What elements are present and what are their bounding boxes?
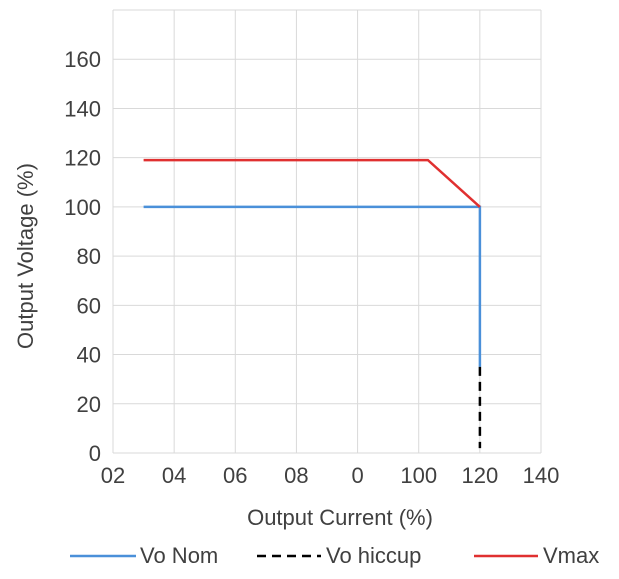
x-tick-label: 140 bbox=[523, 463, 560, 488]
legend-label-vmax: Vmax bbox=[543, 543, 599, 568]
y-tick-label: 20 bbox=[77, 392, 101, 417]
x-tick-label: 08 bbox=[284, 463, 308, 488]
legend-label-vo-hiccup: Vo hiccup bbox=[326, 543, 421, 568]
y-tick-label: 100 bbox=[64, 195, 101, 220]
x-tick-label: 04 bbox=[162, 463, 186, 488]
x-tick-label: 100 bbox=[400, 463, 437, 488]
y-axis-title: Output Voltage (%) bbox=[13, 163, 38, 349]
x-tick-label: 0 bbox=[351, 463, 363, 488]
y-tick-label: 80 bbox=[77, 244, 101, 269]
x-tick-label: 06 bbox=[223, 463, 247, 488]
grid bbox=[112, 9, 542, 454]
series-line-vo-nom bbox=[143, 205, 482, 367]
y-tick-label: 40 bbox=[77, 343, 101, 368]
x-axis-title: Output Current (%) bbox=[247, 505, 433, 530]
y-tick-label: 0 bbox=[89, 441, 101, 466]
y-tick-label: 120 bbox=[64, 146, 101, 171]
x-axis-tick-labels: 02 04 06 08 0 100 120 140 bbox=[101, 463, 560, 488]
y-tick-label: 160 bbox=[64, 47, 101, 72]
x-tick-label: 120 bbox=[461, 463, 498, 488]
y-tick-label: 140 bbox=[64, 96, 101, 121]
x-tick-label: 02 bbox=[101, 463, 125, 488]
legend: Vo Nom Vo hiccup Vmax bbox=[70, 543, 599, 568]
series-layer bbox=[143, 158, 482, 449]
series-line-vmax bbox=[143, 158, 481, 208]
legend-label-vo-nom: Vo Nom bbox=[140, 543, 218, 568]
y-tick-label: 60 bbox=[77, 293, 101, 318]
y-axis-tick-labels: 0 20 40 60 80 100 120 140 160 bbox=[64, 47, 101, 466]
